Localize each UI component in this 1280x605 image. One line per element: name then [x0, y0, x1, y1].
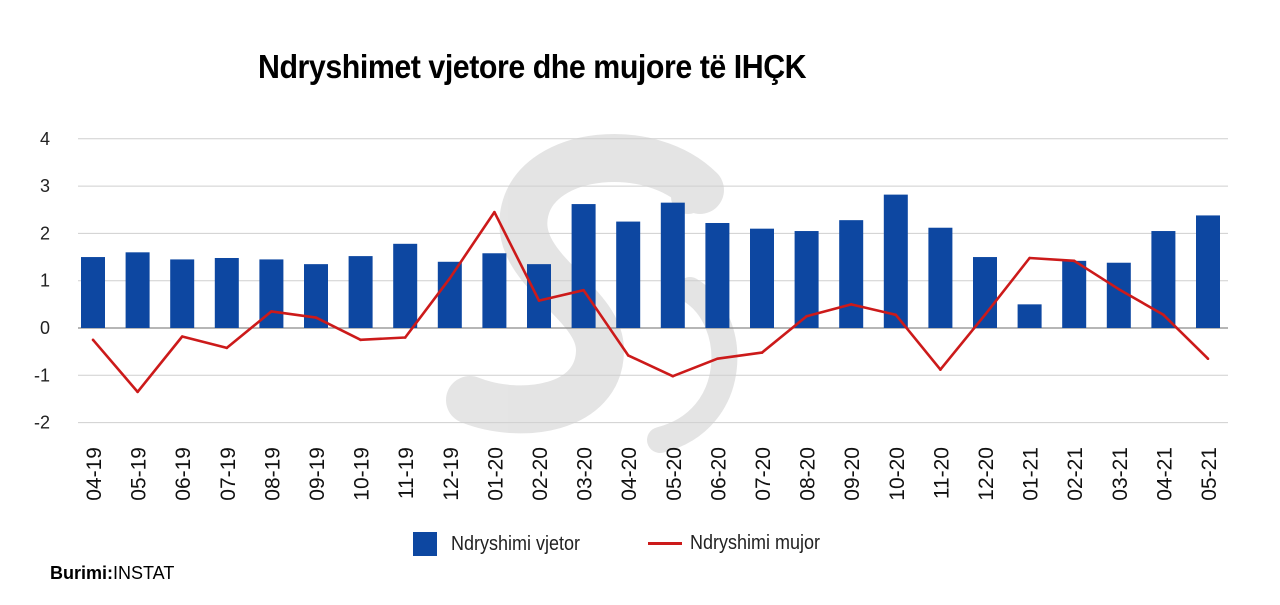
line-point: [939, 368, 942, 371]
bar: [883, 194, 908, 328]
x-tick-label: 12-19: [440, 447, 463, 501]
x-tick-label: 04-20: [618, 447, 641, 501]
source-note: Burimi:INSTAT: [50, 563, 174, 584]
bar: [170, 259, 195, 328]
x-tick-label: 11-20: [930, 447, 953, 499]
x-tick-label: 08-19: [261, 447, 284, 501]
bar: [660, 202, 685, 328]
x-tick-label: 01-21: [1020, 447, 1043, 501]
bar: [1062, 260, 1087, 328]
source-value: INSTAT: [113, 563, 175, 583]
bar: [437, 261, 462, 328]
x-tick-label: 04-21: [1153, 447, 1176, 501]
line-point: [403, 336, 407, 339]
y-tick-label: 2: [40, 223, 50, 243]
line-point: [180, 335, 184, 338]
line-point: [894, 313, 898, 317]
x-tick-label: 05-20: [663, 447, 686, 501]
line-point: [136, 390, 139, 394]
legend-label-monthly: Ndryshimi mujor: [690, 532, 821, 554]
line-point: [1117, 287, 1121, 291]
legend-item-annual: Ndryshimi vjetor: [413, 532, 594, 556]
y-tick-label: -2: [34, 413, 50, 433]
legend-swatch-line: [648, 542, 682, 545]
x-tick-label: 07-20: [752, 447, 775, 501]
x-tick-label: 01-20: [484, 447, 507, 501]
bar: [750, 228, 774, 328]
line-point: [760, 351, 764, 354]
bar: [1196, 215, 1220, 328]
x-tick-label: 06-19: [172, 447, 195, 501]
bar: [125, 252, 150, 328]
bar: [214, 257, 239, 328]
line-point: [270, 310, 273, 313]
x-tick-label: 02-20: [529, 447, 552, 501]
line-point: [448, 277, 452, 280]
line-series-monthly: [92, 210, 1209, 394]
x-tick-label: 03-20: [574, 447, 597, 501]
x-tick-label: 08-20: [797, 447, 820, 501]
x-tick-label: 02-21: [1064, 447, 1087, 501]
line-point: [91, 338, 95, 342]
x-tick-label: 06-20: [707, 447, 730, 501]
line-point: [671, 374, 675, 378]
bar: [393, 243, 418, 328]
y-tick-label: 0: [40, 318, 50, 338]
y-tick-label: 1: [40, 271, 50, 291]
bar: [571, 204, 596, 328]
bar: [1017, 304, 1042, 328]
source-label: Burimi:: [50, 563, 113, 583]
x-tick-label: 09-19: [306, 447, 329, 501]
x-tick-label: 03-21: [1109, 447, 1132, 501]
legend-item-monthly: Ndryshimi mujor: [648, 532, 834, 555]
line-point: [626, 354, 630, 357]
x-tick-label: 12-20: [975, 447, 998, 501]
bar: [705, 222, 730, 328]
line-point: [493, 210, 496, 214]
x-tick-label: 05-19: [128, 447, 151, 501]
line-point: [1072, 259, 1076, 263]
line-point: [983, 313, 987, 317]
line-point: [1206, 357, 1210, 361]
line-point: [805, 314, 808, 318]
line-point: [537, 299, 541, 302]
y-tick-label: 3: [40, 176, 50, 196]
line-point: [225, 346, 229, 350]
legend-swatch-bar: [413, 532, 437, 556]
x-tick-label: 10-19: [351, 447, 374, 501]
line-point: [849, 303, 853, 306]
bar: [527, 264, 551, 328]
line-point: [1162, 313, 1165, 317]
chart-title: Ndryshimet vjetore dhe mujore të IHÇK: [258, 48, 807, 85]
bar: [1151, 231, 1176, 328]
bar: [348, 256, 373, 328]
y-tick-label: -1: [34, 365, 50, 385]
bar: [482, 253, 507, 328]
bar: [973, 257, 997, 328]
legend-label-annual: Ndryshimi vjetor: [451, 532, 581, 555]
x-tick-label: 09-20: [841, 447, 864, 501]
line-point: [1028, 256, 1031, 260]
bar: [928, 227, 953, 328]
watermark-logo: [446, 134, 738, 453]
x-tick-label: 07-19: [217, 447, 240, 501]
x-tick-label: 05-21: [1198, 447, 1221, 501]
bar: [81, 257, 105, 328]
line-point: [314, 316, 318, 319]
bar: [794, 231, 819, 328]
y-tick-label: 4: [40, 129, 50, 149]
bar: [1106, 262, 1131, 328]
x-tick-label: 04-19: [83, 447, 106, 501]
bar: [616, 221, 641, 328]
x-tick-label: 10-20: [886, 447, 909, 501]
x-tick-label: 11-19: [395, 447, 418, 499]
line-point: [582, 288, 585, 292]
bar: [839, 220, 864, 328]
line-point: [716, 357, 719, 361]
line-point: [359, 338, 362, 342]
